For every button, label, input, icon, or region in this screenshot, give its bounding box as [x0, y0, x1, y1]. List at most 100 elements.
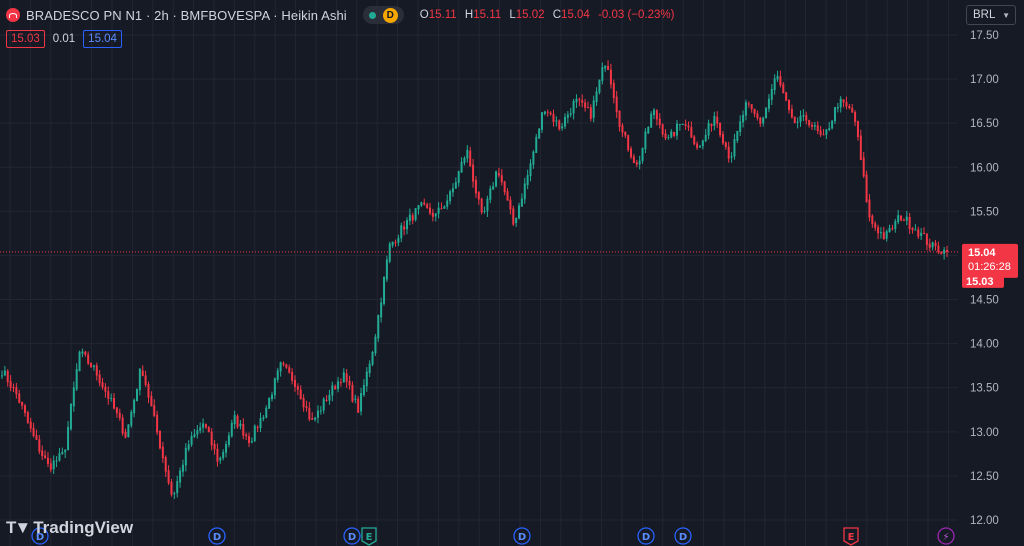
candle-body — [391, 241, 394, 246]
watermark-label: TradingView — [33, 518, 134, 537]
candle-body — [937, 245, 940, 253]
candle-body — [124, 431, 127, 438]
candle-body — [615, 96, 618, 113]
candle-body — [225, 444, 228, 453]
event-marker-label: D — [213, 532, 221, 543]
candle-body — [492, 186, 495, 190]
candle-body — [282, 363, 285, 365]
candle-body — [736, 130, 739, 141]
candle-body — [520, 198, 523, 207]
candle-body — [81, 351, 84, 354]
price-axis-tick: 15.50 — [970, 206, 999, 218]
candle-body — [167, 470, 170, 484]
price-axis-tick: 14.00 — [970, 339, 999, 351]
candle-body — [161, 446, 164, 459]
candle-body — [549, 112, 552, 115]
candle-body — [397, 237, 400, 243]
candle-body — [742, 114, 745, 123]
candle-body — [934, 242, 937, 246]
candle-body — [388, 243, 391, 262]
candle-body — [819, 130, 822, 135]
candle-body — [472, 164, 475, 182]
candle-body — [434, 213, 437, 217]
candle-body — [276, 370, 279, 380]
price-axis-tick: 12.50 — [970, 471, 999, 483]
candle-body — [365, 371, 368, 387]
candle-body — [446, 200, 449, 207]
candle-body — [420, 202, 423, 206]
candle-body — [170, 481, 173, 495]
candle-body — [770, 89, 773, 100]
candle-body — [868, 199, 871, 218]
candle-body — [693, 136, 696, 145]
candle-body — [552, 114, 555, 122]
candle-body — [337, 381, 340, 390]
candle-body — [322, 398, 325, 411]
candle-body — [268, 398, 271, 409]
candle-body — [744, 102, 747, 116]
candle-body — [673, 131, 676, 136]
candle-body — [825, 129, 828, 135]
candle-body — [655, 110, 658, 120]
candle-body — [250, 441, 253, 443]
symbol-title[interactable]: BRADESCO PN N1 · 2h · BMFBOVESPA · Heiki… — [26, 7, 347, 23]
candle-body — [385, 259, 388, 280]
tradingview-logo-icon: T▼ — [6, 518, 31, 537]
candle-body — [440, 208, 443, 210]
candle-body — [360, 393, 363, 412]
candle-body — [632, 156, 635, 164]
candle-body — [773, 78, 776, 91]
candle-body — [753, 108, 756, 115]
candle-body — [271, 394, 273, 400]
candle-body — [940, 251, 943, 255]
candle-body — [138, 368, 141, 391]
candle-body — [647, 126, 650, 134]
candle-body — [32, 427, 35, 437]
currency-select[interactable]: BRL ▼ — [966, 5, 1016, 25]
candle-body — [776, 75, 779, 80]
ohlc-values: O15.11 H15.11 L15.02 C15.04 -0.03 (−0.23… — [420, 9, 675, 21]
candle-body — [176, 481, 179, 494]
candle-body — [285, 364, 288, 368]
candle-body — [426, 204, 429, 209]
ask-price-button[interactable]: 15.04 — [83, 30, 122, 48]
candle-body — [400, 225, 403, 239]
candle-body — [92, 365, 95, 367]
candle-body — [87, 354, 90, 364]
candle-body — [3, 370, 6, 376]
candle-body — [431, 212, 434, 217]
dividend-marker-icon — [208, 527, 226, 545]
candle-body — [29, 421, 32, 429]
candle-body — [845, 101, 848, 107]
candle-body — [767, 98, 770, 109]
candle-body — [739, 121, 742, 132]
tradingview-watermark[interactable]: T▼ TradingView — [6, 518, 133, 538]
event-marker-label: E — [848, 532, 855, 543]
candle-body — [202, 423, 205, 428]
candle-body — [12, 387, 15, 389]
candle-body — [121, 417, 124, 434]
candle-body — [900, 215, 903, 221]
candle-body — [58, 453, 61, 461]
candle-body — [495, 171, 498, 187]
candle-body — [262, 417, 265, 420]
candle-body — [756, 113, 759, 119]
candle-body — [190, 435, 193, 445]
candle-body — [374, 336, 377, 354]
candle-body — [589, 107, 592, 119]
candle-body — [902, 219, 905, 221]
dividend-marker-icon — [343, 527, 361, 545]
candle-body — [377, 314, 380, 339]
candle-body — [911, 227, 914, 230]
last-price-label-bg — [962, 243, 1018, 278]
candle-body — [207, 427, 210, 433]
candle-body — [302, 398, 305, 408]
candle-body — [179, 470, 182, 483]
bid-price-button[interactable]: 15.03 — [6, 30, 45, 48]
low-label: L — [509, 9, 516, 21]
market-status[interactable]: D — [362, 6, 404, 24]
candle-body — [506, 191, 509, 201]
candle-body — [710, 124, 713, 127]
